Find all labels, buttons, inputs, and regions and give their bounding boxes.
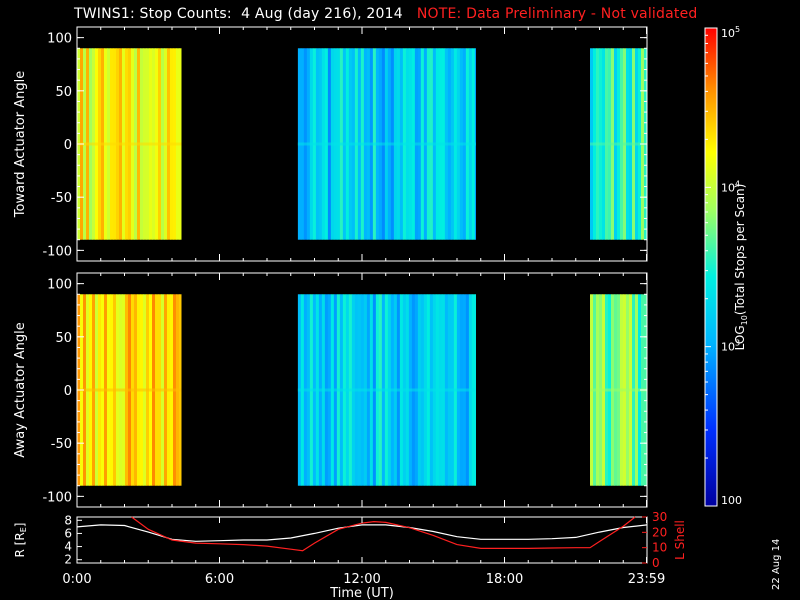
orbit-plot-frame — [76, 516, 648, 564]
y-tick-label: 100 — [47, 278, 72, 293]
title-note: NOTE: Data Preliminary - Not validated — [416, 6, 698, 22]
away-ylabel: Away Actuator Angle — [13, 322, 28, 457]
time-tick-label: 12:00 — [343, 572, 380, 587]
time-axis-label: Time (UT) — [329, 586, 394, 600]
radius-tick-label: 2 — [64, 553, 72, 567]
y-tick-label: 0 — [64, 138, 72, 153]
title-main: TWINS1: Stop Counts: 4 Aug (day 216), 20… — [74, 6, 403, 22]
zero-angle-band — [297, 142, 476, 146]
radius-tick-label: 4 — [64, 540, 72, 554]
y-tick-label: 50 — [55, 85, 72, 100]
zero-angle-band — [77, 388, 182, 392]
lshell-tick-label: 0 — [652, 556, 660, 570]
colorbar-tick-label: 100 — [721, 494, 742, 507]
y-tick-label: -50 — [51, 191, 72, 206]
radius-tick-label: 6 — [64, 526, 72, 540]
zero-angle-band — [590, 142, 647, 146]
lshell-tick-label: 20 — [652, 525, 667, 539]
y-tick-label: -50 — [51, 437, 72, 452]
page-title: TWINS1: Stop Counts: 4 Aug (day 216), 20… — [74, 6, 697, 22]
colorbar-tick-label: 103 — [721, 339, 740, 354]
colorbar-gradient — [705, 28, 717, 506]
radius-axis-label: R [RE] — [13, 523, 28, 558]
y-tick-label: 0 — [64, 384, 72, 399]
y-tick-label: 50 — [55, 331, 72, 346]
time-tick-label: 6:00 — [205, 572, 234, 587]
colorbar-tick-label: 105 — [721, 25, 740, 40]
y-tick-label: -100 — [42, 244, 72, 259]
lshell-tick-label: 10 — [652, 541, 667, 555]
toward-ylabel: Toward Actuator Angle — [13, 71, 28, 218]
y-tick-label: -100 — [42, 490, 72, 505]
y-tick-label: 100 — [47, 32, 72, 47]
lshell-axis-label: L Shell — [673, 520, 687, 560]
lshell-line — [131, 516, 636, 552]
radius-tick-label: 8 — [64, 513, 72, 527]
away-heatmap-cells — [77, 294, 647, 486]
away-heatmap-panel: -100 -50 0 50 100 Away Actuator Angle — [13, 272, 648, 508]
toward-heatmap-cells — [77, 48, 647, 240]
time-tick-label: 18:00 — [486, 572, 523, 587]
date-stamp: 22 Aug 14 — [771, 538, 782, 590]
toward-y-ticks: -100 -50 0 50 100 — [42, 27, 648, 261]
colorbar: 105 104 103 100 LOG10(Total Stops per Scan) — [704, 25, 749, 507]
colorbar-tick-label: 104 — [721, 179, 740, 194]
away-y-ticks: -100 -50 0 50 100 — [42, 273, 648, 507]
toward-heatmap-panel: -100 -50 0 50 100 Toward Actuator Angle — [13, 26, 648, 262]
radius-line — [76, 524, 648, 542]
colorbar-label: LOG10(Total Stops per Scan) — [733, 184, 749, 351]
colorbar-ticks: 105 104 103 100 — [705, 25, 742, 507]
lshell-tick-label: 30 — [652, 510, 667, 524]
zero-angle-band — [297, 388, 476, 392]
time-tick-label: 0:00 — [62, 572, 91, 587]
zero-angle-band — [590, 388, 647, 392]
time-tick-label: 23:59 — [628, 572, 665, 587]
orbit-lines — [76, 516, 648, 552]
zero-angle-band — [77, 142, 182, 146]
